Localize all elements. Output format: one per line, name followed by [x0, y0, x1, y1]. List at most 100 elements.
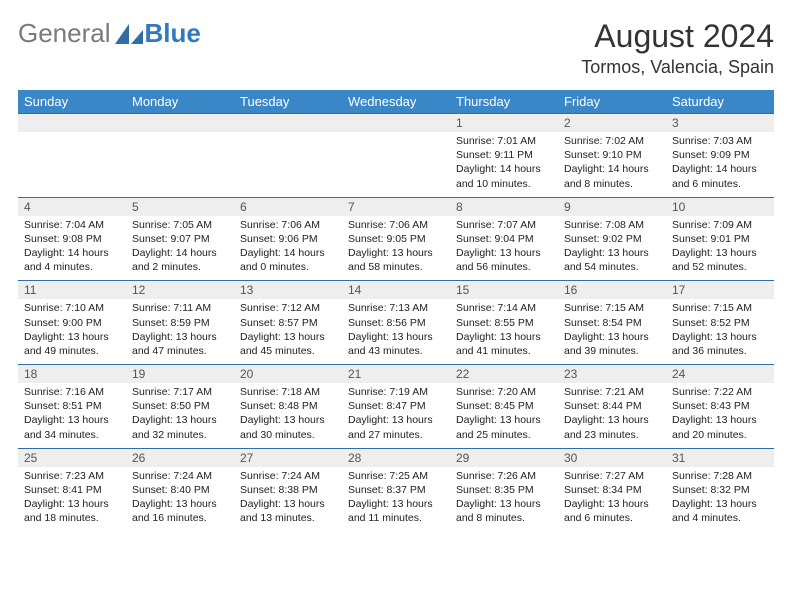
- day-number: 16: [558, 281, 666, 300]
- sunset-line: Sunset: 8:59 PM: [132, 316, 228, 330]
- sunset-line: Sunset: 8:43 PM: [672, 399, 768, 413]
- day-number: 13: [234, 281, 342, 300]
- day-detail: Sunrise: 7:22 AMSunset: 8:43 PMDaylight:…: [666, 383, 774, 448]
- sunset-line: Sunset: 8:44 PM: [564, 399, 660, 413]
- sunrise-line: Sunrise: 7:03 AM: [672, 134, 768, 148]
- daynum-row: 45678910: [18, 197, 774, 216]
- daylight-line: Daylight: 14 hours and 4 minutes.: [24, 246, 120, 274]
- day-detail: [126, 132, 234, 197]
- day-detail: Sunrise: 7:01 AMSunset: 9:11 PMDaylight:…: [450, 132, 558, 197]
- detail-row: Sunrise: 7:01 AMSunset: 9:11 PMDaylight:…: [18, 132, 774, 197]
- sunrise-line: Sunrise: 7:10 AM: [24, 301, 120, 315]
- sunrise-line: Sunrise: 7:05 AM: [132, 218, 228, 232]
- day-detail: Sunrise: 7:02 AMSunset: 9:10 PMDaylight:…: [558, 132, 666, 197]
- day-number: 4: [18, 197, 126, 216]
- day-number: 19: [126, 365, 234, 384]
- dow-row: SundayMondayTuesdayWednesdayThursdayFrid…: [18, 90, 774, 114]
- daylight-line: Daylight: 13 hours and 16 minutes.: [132, 497, 228, 525]
- sunset-line: Sunset: 8:56 PM: [348, 316, 444, 330]
- sunset-line: Sunset: 9:07 PM: [132, 232, 228, 246]
- day-number: 24: [666, 365, 774, 384]
- sunrise-line: Sunrise: 7:13 AM: [348, 301, 444, 315]
- page-title: August 2024: [581, 18, 774, 55]
- sunrise-line: Sunrise: 7:21 AM: [564, 385, 660, 399]
- day-number: 10: [666, 197, 774, 216]
- sunrise-line: Sunrise: 7:27 AM: [564, 469, 660, 483]
- sunrise-line: Sunrise: 7:23 AM: [24, 469, 120, 483]
- daylight-line: Daylight: 13 hours and 20 minutes.: [672, 413, 768, 441]
- detail-row: Sunrise: 7:10 AMSunset: 9:00 PM Daylight:…: [18, 299, 774, 364]
- day-detail: Sunrise: 7:14 AMSunset: 8:55 PMDaylight:…: [450, 299, 558, 364]
- sunset-line: Sunset: 8:52 PM: [672, 316, 768, 330]
- day-detail: Sunrise: 7:05 AMSunset: 9:07 PMDaylight:…: [126, 216, 234, 281]
- daylight-line: Daylight: 13 hours and 54 minutes.: [564, 246, 660, 274]
- daylight-line: Daylight: 13 hours and 58 minutes.: [348, 246, 444, 274]
- sunset-line: Sunset: 8:54 PM: [564, 316, 660, 330]
- sunrise-line: Sunrise: 7:15 AM: [564, 301, 660, 315]
- day-number: 23: [558, 365, 666, 384]
- daylight-line: Daylight: 13 hours and 45 minutes.: [240, 330, 336, 358]
- sunset-line: Sunset: 8:41 PM: [24, 483, 120, 497]
- day-detail: Sunrise: 7:18 AMSunset: 8:48 PMDaylight:…: [234, 383, 342, 448]
- daylight-line: Daylight: 13 hours and 43 minutes.: [348, 330, 444, 358]
- day-number: [126, 114, 234, 133]
- day-detail: [234, 132, 342, 197]
- sunrise-line: Sunrise: 7:26 AM: [456, 469, 552, 483]
- day-number: 30: [558, 448, 666, 467]
- sunrise-line: Sunrise: 7:18 AM: [240, 385, 336, 399]
- daylight-line: Daylight: 13 hours and 13 minutes.: [240, 497, 336, 525]
- daylight-line: Daylight: 13 hours and 52 minutes.: [672, 246, 768, 274]
- day-number: 18: [18, 365, 126, 384]
- daylight-line: Daylight: 14 hours and 6 minutes.: [672, 162, 768, 190]
- sunset-line: Sunset: 8:55 PM: [456, 316, 552, 330]
- day-number: 5: [126, 197, 234, 216]
- daylight-line: Daylight: 13 hours and 41 minutes.: [456, 330, 552, 358]
- sunrise-line: Sunrise: 7:07 AM: [456, 218, 552, 232]
- sunset-line: Sunset: 9:08 PM: [24, 232, 120, 246]
- day-detail: Sunrise: 7:07 AMSunset: 9:04 PMDaylight:…: [450, 216, 558, 281]
- day-detail: Sunrise: 7:06 AMSunset: 9:06 PMDaylight:…: [234, 216, 342, 281]
- dow-header: Monday: [126, 90, 234, 114]
- day-number: 26: [126, 448, 234, 467]
- detail-row: Sunrise: 7:16 AMSunset: 8:51 PMDaylight:…: [18, 383, 774, 448]
- daylight-line: Daylight: 13 hours and 47 minutes.: [132, 330, 228, 358]
- day-detail: Sunrise: 7:16 AMSunset: 8:51 PMDaylight:…: [18, 383, 126, 448]
- sunrise-line: Sunrise: 7:12 AM: [240, 301, 336, 315]
- day-number: 15: [450, 281, 558, 300]
- sunset-line: Sunset: 8:48 PM: [240, 399, 336, 413]
- daynum-row: 18192021222324: [18, 365, 774, 384]
- day-number: 8: [450, 197, 558, 216]
- day-detail: Sunrise: 7:10 AMSunset: 9:00 PMDaylight:…: [18, 299, 126, 364]
- day-number: 17: [666, 281, 774, 300]
- day-detail: Sunrise: 7:24 AMSunset: 8:38 PMDaylight:…: [234, 467, 342, 532]
- sunset-line: Sunset: 8:45 PM: [456, 399, 552, 413]
- daylight-line: Daylight: 13 hours and 18 minutes.: [24, 497, 120, 525]
- dow-header: Saturday: [666, 90, 774, 114]
- day-number: 29: [450, 448, 558, 467]
- calendar-body: 123 Sunrise: 7:01 AMSunset: 9:11 PMDayli…: [18, 114, 774, 532]
- day-detail: Sunrise: 7:15 AMSunset: 8:52 PMDaylight:…: [666, 299, 774, 364]
- sunset-line: Sunset: 8:57 PM: [240, 316, 336, 330]
- sunrise-line: Sunrise: 7:24 AM: [132, 469, 228, 483]
- day-detail: Sunrise: 7:12 AMSunset: 8:57 PMDaylight:…: [234, 299, 342, 364]
- sunrise-line: Sunrise: 7:24 AM: [240, 469, 336, 483]
- sunrise-line: Sunrise: 7:02 AM: [564, 134, 660, 148]
- sunrise-line: Sunrise: 7:20 AM: [456, 385, 552, 399]
- sunrise-line: Sunrise: 7:14 AM: [456, 301, 552, 315]
- day-number: [342, 114, 450, 133]
- day-detail: Sunrise: 7:15 AMSunset: 8:54 PMDaylight:…: [558, 299, 666, 364]
- sunrise-line: Sunrise: 7:06 AM: [240, 218, 336, 232]
- header: General Blue August 2024 Tormos, Valenci…: [18, 18, 774, 78]
- sunset-line: Sunset: 9:00 PM: [24, 316, 120, 330]
- sunrise-line: Sunrise: 7:09 AM: [672, 218, 768, 232]
- daynum-row: 25262728293031: [18, 448, 774, 467]
- day-detail: Sunrise: 7:04 AMSunset: 9:08 PMDaylight:…: [18, 216, 126, 281]
- sunset-line: Sunset: 9:06 PM: [240, 232, 336, 246]
- sunset-line: Sunset: 9:11 PM: [456, 148, 552, 162]
- day-number: 6: [234, 197, 342, 216]
- day-detail: Sunrise: 7:08 AMSunset: 9:02 PMDaylight:…: [558, 216, 666, 281]
- daylight-line: Daylight: 13 hours and 23 minutes.: [564, 413, 660, 441]
- daynum-row: 11121314151617: [18, 281, 774, 300]
- daynum-row: 123: [18, 114, 774, 133]
- sunset-line: Sunset: 9:05 PM: [348, 232, 444, 246]
